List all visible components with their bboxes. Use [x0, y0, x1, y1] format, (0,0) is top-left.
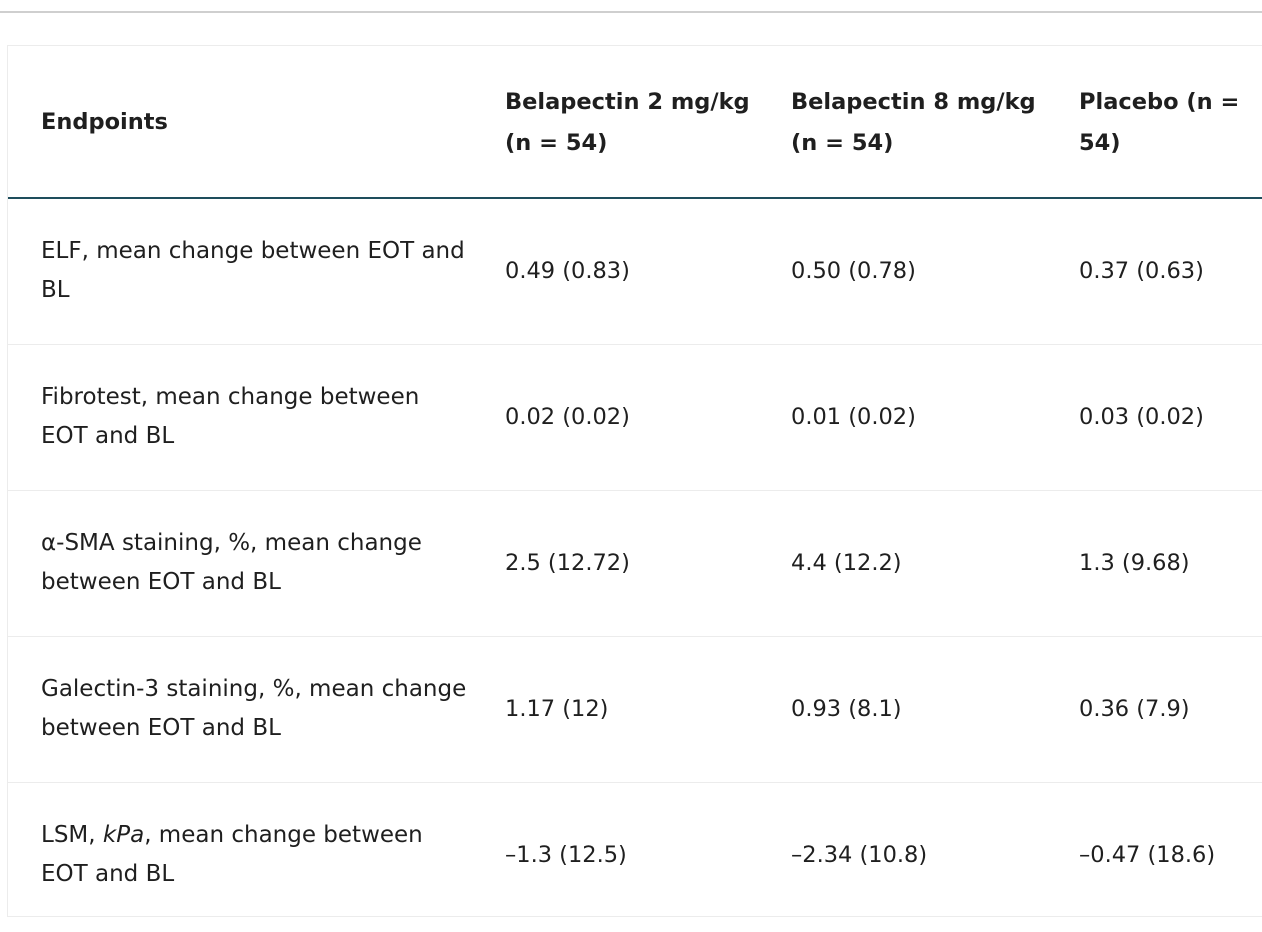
header-endpoints: Endpoints — [8, 46, 472, 199]
endpoint-cell: ELF, mean change between EOT and BL — [8, 198, 472, 345]
table-row: ELF, mean change between EOT and BL 0.49… — [8, 198, 1262, 345]
belapectin-8-cell: 4.4 (12.2) — [758, 490, 1046, 637]
header-belapectin-8: Belapectin 8 mg/kg (n = 54) — [758, 46, 1046, 199]
header-belapectin-2: Belapectin 2 mg/kg (n = 54) — [472, 46, 758, 199]
belapectin-8-cell: 0.93 (8.1) — [758, 636, 1046, 783]
table-row: LSM, kPa, mean change between EOT and BL… — [8, 782, 1262, 928]
placebo-cell: 0.03 (0.02) — [1046, 344, 1262, 491]
endpoint-cell: Fibrotest, mean change between EOT and B… — [8, 344, 472, 491]
endpoint-cell: α-SMA staining, %, mean change between E… — [8, 490, 472, 637]
table-body: ELF, mean change between EOT and BL 0.49… — [8, 198, 1262, 928]
placebo-cell: 1.3 (9.68) — [1046, 490, 1262, 637]
table-row: Fibrotest, mean change between EOT and B… — [8, 344, 1262, 491]
belapectin-2-cell: 0.49 (0.83) — [472, 198, 758, 345]
belapectin-2-cell: 1.17 (12) — [472, 636, 758, 783]
table-header: Endpoints Belapectin 2 mg/kg (n = 54) Be… — [8, 46, 1262, 199]
table-row: Galectin-3 staining, %, mean change betw… — [8, 636, 1262, 783]
belapectin-8-cell: 0.50 (0.78) — [758, 198, 1046, 345]
belapectin-8-cell: 0.01 (0.02) — [758, 344, 1046, 491]
belapectin-2-cell: 0.02 (0.02) — [472, 344, 758, 491]
endpoint-prefix: LSM, — [41, 822, 103, 849]
placebo-cell: 0.37 (0.63) — [1046, 198, 1262, 345]
results-table-container: Endpoints Belapectin 2 mg/kg (n = 54) Be… — [7, 45, 1262, 917]
endpoint-unit: kPa — [102, 822, 145, 849]
endpoint-cell: LSM, kPa, mean change between EOT and BL — [8, 782, 472, 928]
endpoint-suffix: , mean change between EOT and BL — [41, 822, 423, 888]
header-placebo: Placebo (n = 54) — [1046, 46, 1262, 199]
top-divider — [0, 11, 1262, 13]
belapectin-8-cell: –2.34 (10.8) — [791, 841, 928, 868]
belapectin-2-cell: 2.5 (12.72) — [472, 490, 758, 637]
table-row: α-SMA staining, %, mean change between E… — [8, 490, 1262, 637]
placebo-cell: 0.36 (7.9) — [1046, 636, 1262, 783]
placebo-cell: –0.47 (18.6) — [1079, 841, 1216, 868]
belapectin-2-cell: –1.3 (12.5) — [505, 841, 627, 868]
endpoint-cell: Galectin-3 staining, %, mean change betw… — [8, 636, 472, 783]
endpoints-table: Endpoints Belapectin 2 mg/kg (n = 54) Be… — [8, 46, 1262, 928]
header-row: Endpoints Belapectin 2 mg/kg (n = 54) Be… — [8, 46, 1262, 199]
